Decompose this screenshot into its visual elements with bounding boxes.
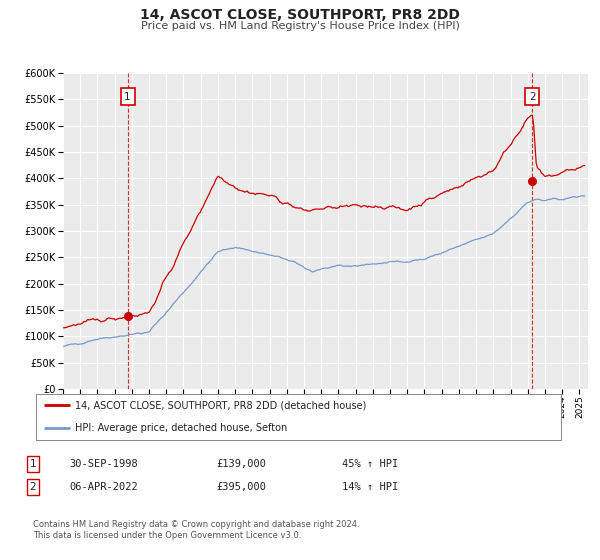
Text: £139,000: £139,000 bbox=[216, 459, 266, 469]
Text: HPI: Average price, detached house, Sefton: HPI: Average price, detached house, Seft… bbox=[76, 423, 287, 433]
Text: 14, ASCOT CLOSE, SOUTHPORT, PR8 2DD: 14, ASCOT CLOSE, SOUTHPORT, PR8 2DD bbox=[140, 8, 460, 22]
Text: 06-APR-2022: 06-APR-2022 bbox=[69, 482, 138, 492]
Text: Contains HM Land Registry data © Crown copyright and database right 2024.
This d: Contains HM Land Registry data © Crown c… bbox=[33, 520, 359, 540]
Text: 1: 1 bbox=[29, 459, 37, 469]
Text: 2: 2 bbox=[29, 482, 37, 492]
Text: 45% ↑ HPI: 45% ↑ HPI bbox=[342, 459, 398, 469]
Text: 14, ASCOT CLOSE, SOUTHPORT, PR8 2DD (detached house): 14, ASCOT CLOSE, SOUTHPORT, PR8 2DD (det… bbox=[76, 400, 367, 410]
Text: £395,000: £395,000 bbox=[216, 482, 266, 492]
Text: 1: 1 bbox=[124, 91, 131, 101]
Text: 30-SEP-1998: 30-SEP-1998 bbox=[69, 459, 138, 469]
Text: 14% ↑ HPI: 14% ↑ HPI bbox=[342, 482, 398, 492]
Text: 2: 2 bbox=[529, 91, 536, 101]
Text: Price paid vs. HM Land Registry's House Price Index (HPI): Price paid vs. HM Land Registry's House … bbox=[140, 21, 460, 31]
